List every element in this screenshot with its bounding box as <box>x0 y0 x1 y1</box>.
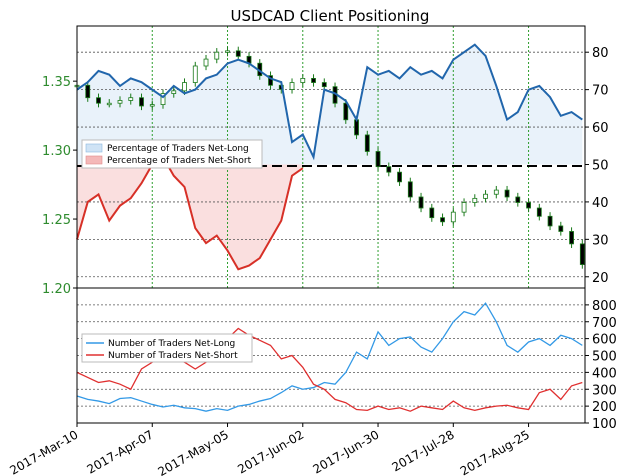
candle-body <box>418 196 424 209</box>
right-tick-label: 50 <box>592 158 609 173</box>
left-tick-label: 1.35 <box>42 75 71 90</box>
legend-number-long-label: Number of Traders Net-Long <box>108 339 235 349</box>
candle-body <box>450 211 456 223</box>
candle-body <box>311 78 316 83</box>
top-panel-grid <box>76 26 585 423</box>
right-tick-label: 40 <box>592 196 609 211</box>
right-tick-label: 70 <box>592 84 609 99</box>
candle-body <box>235 50 241 57</box>
candle-body <box>214 51 220 60</box>
candle-body <box>225 50 230 53</box>
left-tick-label: 1.30 <box>42 144 71 159</box>
x-tick-label: 2017-Aug-25 <box>458 427 532 476</box>
top-panel-fills <box>77 44 583 270</box>
bottom-right-tick-label: 100 <box>592 417 617 432</box>
candle-body <box>139 97 144 107</box>
legend-net-short-swatch <box>85 155 103 165</box>
right-tick-label: 20 <box>592 271 609 286</box>
x-tick-label: 2017-Jul-28 <box>389 427 456 474</box>
legend-net-long-swatch <box>85 143 103 153</box>
chart-title: USDCAD Client Positioning <box>231 7 430 25</box>
left-axis-ticks: 1.20 1.25 1.30 1.35 <box>42 75 77 297</box>
candle-body <box>182 82 187 92</box>
net-short-area <box>77 157 303 270</box>
candle-body <box>386 166 392 173</box>
candle-body <box>515 196 521 203</box>
usdcad-candles <box>74 46 585 269</box>
legend-number-short-label: Number of Traders Net-Short <box>108 351 238 361</box>
candle-body <box>440 217 445 223</box>
candle-body <box>579 243 585 265</box>
right-tick-label: 80 <box>592 46 609 61</box>
legend-net-short-label: Percentage of Traders Net-Short <box>107 156 252 166</box>
candle-body <box>268 75 273 86</box>
top-legend-box <box>81 139 263 169</box>
candle-body <box>504 189 510 198</box>
candle-body <box>343 102 349 121</box>
right-axis-ticks-top: 20 30 40 50 60 70 80 <box>585 46 609 286</box>
bottom-legend-box <box>81 333 253 363</box>
candle-body <box>536 207 542 217</box>
candle-body <box>96 97 101 104</box>
candle-body <box>493 189 499 195</box>
number-long-line <box>76 302 583 412</box>
candle-body <box>407 181 413 198</box>
candle-body <box>171 90 177 94</box>
candle-body <box>149 104 155 107</box>
candle-body <box>354 119 359 136</box>
x-axis-ticks: 2017-Mar-10 2017-Apr-07 2017-May-05 2017-Ju… <box>7 423 532 476</box>
left-tick-label: 1.25 <box>42 213 71 228</box>
bottom-right-tick-label: 300 <box>592 383 617 398</box>
candle-body <box>483 193 488 199</box>
candle-body <box>300 78 306 83</box>
candle-body <box>461 202 467 213</box>
candle-body <box>472 197 478 203</box>
legend-net-long-label: Percentage of Traders Net-Long <box>107 144 249 154</box>
bottom-right-tick-label: 400 <box>592 366 617 381</box>
x-tick-label: 2017-Jun-30 <box>311 427 382 476</box>
top-legend: Percentage of Traders Net-Long Percentag… <box>81 139 263 169</box>
x-tick-label: 2017-Jun-02 <box>235 427 306 476</box>
candle-body <box>192 65 198 83</box>
net-long-area <box>77 44 583 165</box>
candle-body <box>128 97 134 101</box>
left-tick-label: 1.20 <box>42 282 71 297</box>
candle-body <box>547 215 553 227</box>
candle-body <box>106 102 112 106</box>
x-tick-label: 2017-Mar-10 <box>7 427 80 476</box>
right-tick-label: 30 <box>592 233 609 248</box>
candle-body <box>117 100 123 104</box>
bottom-right-tick-label: 500 <box>592 350 617 365</box>
candle-body <box>375 151 381 168</box>
candle-body <box>160 93 166 105</box>
candle-body <box>364 134 370 152</box>
bottom-legend: Number of Traders Net-Long Number of Tra… <box>81 333 253 363</box>
x-tick-label: 2017-Apr-07 <box>84 427 155 476</box>
candle-body <box>526 202 531 209</box>
x-tick-label: 2017-May-05 <box>156 427 231 476</box>
candle-body <box>429 207 435 219</box>
candle-body <box>321 82 327 88</box>
candle-body <box>397 171 402 183</box>
candle-body <box>558 225 564 232</box>
candle-body <box>203 58 209 67</box>
net-short-line <box>76 155 304 271</box>
bottom-right-tick-label: 200 <box>592 400 617 415</box>
candle-body <box>569 231 574 245</box>
top-panel-lines <box>76 43 583 271</box>
candle-body <box>85 84 91 99</box>
right-tick-label: 60 <box>592 121 609 136</box>
net-long-line <box>76 43 583 161</box>
bottom-right-tick-label: 800 <box>592 299 617 314</box>
bottom-right-tick-label: 700 <box>592 316 617 331</box>
candle-body <box>289 82 295 90</box>
bottom-right-tick-label: 600 <box>592 333 617 348</box>
